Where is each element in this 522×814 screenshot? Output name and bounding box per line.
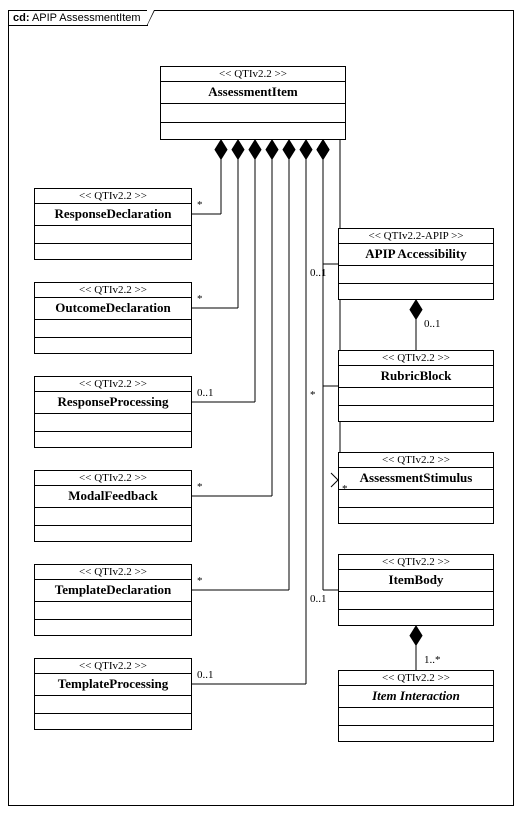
compartment (35, 526, 191, 544)
class-templDecl: << QTIv2.2 >>TemplateDeclaration (34, 564, 192, 636)
class-name: ModalFeedback (35, 486, 191, 508)
class-name: ItemBody (339, 570, 493, 592)
mult-templDecl: * (197, 575, 203, 587)
compartment (339, 592, 493, 610)
class-name: RubricBlock (339, 366, 493, 388)
class-name: TemplateDeclaration (35, 580, 191, 602)
mult-rubric: * (310, 389, 316, 401)
mult-apipAcc: 0..1 (310, 267, 327, 279)
compartment (35, 508, 191, 526)
class-name: APIP Accessibility (339, 244, 493, 266)
class-templProc: << QTIv2.2 >>TemplateProcessing (34, 658, 192, 730)
stereotype: << QTIv2.2 >> (339, 351, 493, 366)
stereotype: << QTIv2.2 >> (339, 671, 493, 686)
class-apipAcc: << QTIv2.2-APIP >>APIP Accessibility (338, 228, 494, 300)
compartment (35, 414, 191, 432)
mult-templProc: 0..1 (197, 669, 214, 681)
class-stimulus: << QTIv2.2 >>AssessmentStimulus (338, 452, 494, 524)
stereotype: << QTIv2.2-APIP >> (339, 229, 493, 244)
compartment (161, 123, 345, 142)
mult-itemBody: 0..1 (310, 593, 327, 605)
class-responseDecl: << QTIv2.2 >>ResponseDeclaration (34, 188, 192, 260)
stereotype: << QTIv2.2 >> (161, 67, 345, 82)
compartment (339, 726, 493, 744)
mult-apip-rubric: 0..1 (424, 318, 441, 330)
compartment (339, 406, 493, 424)
mult-outcomeDecl: * (197, 293, 203, 305)
stereotype: << QTIv2.2 >> (35, 189, 191, 204)
class-name: TemplateProcessing (35, 674, 191, 696)
compartment (35, 244, 191, 262)
compartment (35, 338, 191, 356)
class-outcomeDecl: << QTIv2.2 >>OutcomeDeclaration (34, 282, 192, 354)
stereotype: << QTIv2.2 >> (35, 377, 191, 392)
compartment (35, 432, 191, 450)
class-name: OutcomeDeclaration (35, 298, 191, 320)
stereotype: << QTIv2.2 >> (35, 565, 191, 580)
compartment (35, 620, 191, 638)
compartment (339, 388, 493, 406)
compartment (339, 266, 493, 284)
stereotype: << QTIv2.2 >> (35, 471, 191, 486)
compartment (35, 602, 191, 620)
compartment (35, 714, 191, 732)
class-name: AssessmentStimulus (339, 468, 493, 490)
compartment (35, 226, 191, 244)
class-itemInter: << QTIv2.2 >>Item Interaction (338, 670, 494, 742)
class-name: AssessmentItem (161, 82, 345, 104)
stereotype: << QTIv2.2 >> (35, 659, 191, 674)
stereotype: << QTIv2.2 >> (339, 555, 493, 570)
frame-title: APIP AssessmentItem (32, 12, 141, 24)
mult-responseDecl: * (197, 199, 203, 211)
compartment (161, 104, 345, 123)
compartment (35, 696, 191, 714)
stereotype: << QTIv2.2 >> (35, 283, 191, 298)
class-name: ResponseDeclaration (35, 204, 191, 226)
diagram-canvas: cd: APIP AssessmentItem << QTIv2.2 >>Ass… (0, 0, 522, 814)
compartment (339, 490, 493, 508)
mult-stimulus: * (342, 483, 348, 495)
compartment (339, 708, 493, 726)
compartment (339, 284, 493, 302)
mult-body-interaction: 1..* (424, 654, 441, 666)
class-respProc: << QTIv2.2 >>ResponseProcessing (34, 376, 192, 448)
class-modalFb: << QTIv2.2 >>ModalFeedback (34, 470, 192, 542)
mult-respProc: 0..1 (197, 387, 214, 399)
stereotype: << QTIv2.2 >> (339, 453, 493, 468)
class-rubric: << QTIv2.2 >>RubricBlock (338, 350, 494, 422)
frame-prefix: cd: (13, 12, 30, 24)
compartment (339, 508, 493, 526)
class-name: ResponseProcessing (35, 392, 191, 414)
mult-modalFb: * (197, 481, 203, 493)
compartment (339, 610, 493, 628)
compartment (35, 320, 191, 338)
frame-label: cd: APIP AssessmentItem (8, 10, 148, 26)
class-name: Item Interaction (339, 686, 493, 708)
class-assessment-item: << QTIv2.2 >>AssessmentItem (160, 66, 346, 140)
class-itemBody: << QTIv2.2 >>ItemBody (338, 554, 494, 626)
